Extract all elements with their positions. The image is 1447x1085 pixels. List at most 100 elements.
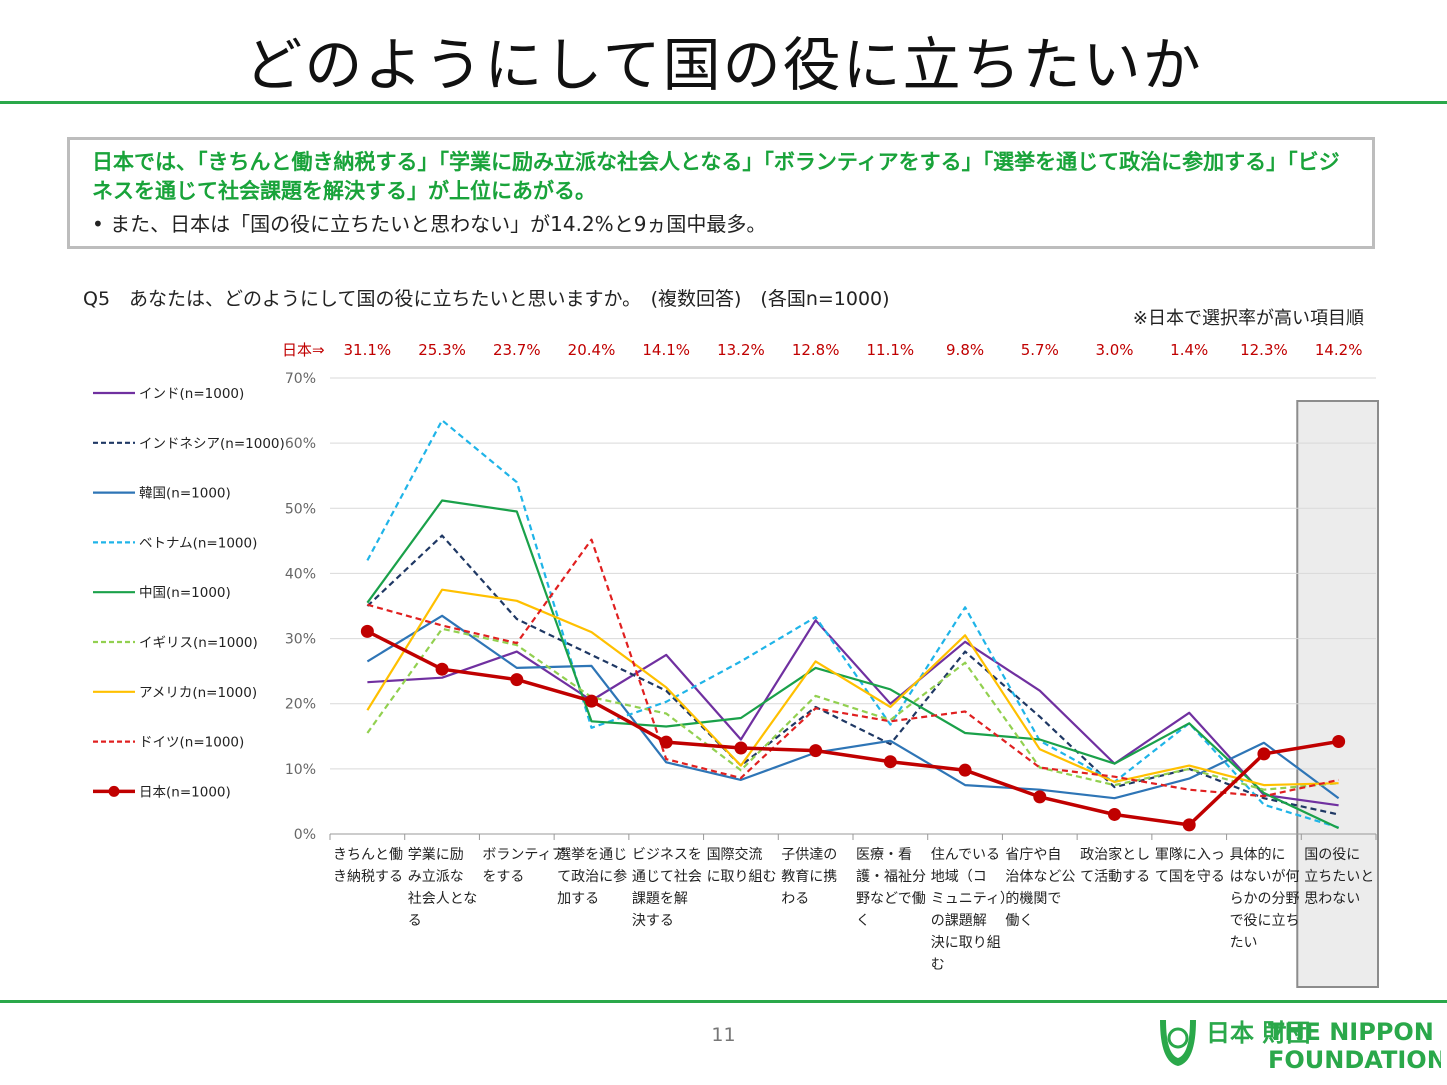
x-category-label: 働く <box>1005 913 1033 929</box>
x-category-label: 国の役に <box>1304 847 1360 863</box>
x-category-label: て活動する <box>1080 869 1150 885</box>
y-tick-label: 0% <box>294 827 316 843</box>
legend-entry: ベトナム(n=1000) <box>139 535 257 551</box>
japan-row-value: 5.7% <box>1021 341 1059 359</box>
logo-icon <box>1160 1020 1196 1066</box>
japan-row-value: 9.8% <box>946 341 984 359</box>
x-category-label: たい <box>1230 935 1258 951</box>
data-point <box>883 755 897 769</box>
x-category-label: 選挙を通じ <box>557 847 627 863</box>
question-text: Q5 あなたは、どのようにして国の役に立ちたいと思いますか。 (複数回答) (各… <box>83 288 890 310</box>
x-category-label: 野などで働 <box>856 891 926 907</box>
y-tick-label: 60% <box>285 436 316 452</box>
x-category-label: ミュニティ） <box>931 891 1014 907</box>
series-line <box>366 499 1340 830</box>
x-category-label: 的機関で <box>1005 891 1061 907</box>
line-chart: 0% 10% 20% 30% 40% 50% 60% 70% きちんと働き納税する学業に励み立派… <box>93 341 1380 988</box>
data-point <box>1182 818 1196 832</box>
x-category-label: の課題解 <box>931 913 987 929</box>
x-category-label: で役に立ち <box>1230 913 1300 929</box>
x-category-label: はないが何 <box>1230 869 1300 885</box>
data-point <box>734 741 748 755</box>
y-tick-label: 40% <box>285 566 316 582</box>
x-category-label: 課題を解 <box>632 891 688 907</box>
legend-entry: アメリカ(n=1000) <box>139 685 257 701</box>
summary-highlight: 日本では、「きちんと働き納税する」「学業に励み立派な社会人となる」「ボランティア… <box>92 150 1340 203</box>
japan-row-value: 12.3% <box>1240 341 1288 359</box>
japan-row-value: 11.1% <box>867 341 915 359</box>
logo-en-line1: THE NIPPON <box>1268 1018 1434 1046</box>
x-category-label: く <box>856 913 870 929</box>
page-title: どのようにして国の役に立ちたいか <box>244 31 1203 99</box>
x-category-label: 思わない <box>1304 891 1360 907</box>
legend-entry: インド(n=1000) <box>139 386 244 402</box>
y-tick-label: 50% <box>285 501 316 517</box>
legend-marker <box>108 785 120 797</box>
japan-row-value: 31.1% <box>344 341 392 359</box>
x-category-label: 住んでいる <box>931 847 1000 863</box>
legend-entry: 中国(n=1000) <box>139 585 231 601</box>
x-category-label: 子供達の <box>781 847 837 863</box>
japan-row-value: 14.2% <box>1315 341 1363 359</box>
x-category-label: 加する <box>557 891 599 907</box>
x-category-label: 学業に励 <box>408 847 464 863</box>
x-category-label: て政治に参 <box>557 868 627 885</box>
x-category-label: きちんと働 <box>333 847 403 863</box>
x-category-label: 軍隊に入っ <box>1155 847 1225 863</box>
japan-row-value: 25.3% <box>418 341 466 359</box>
x-category-label: む <box>931 957 945 973</box>
legend-entry: 日本(n=1000) <box>139 784 231 800</box>
data-point <box>1108 807 1121 821</box>
x-category-label: 治体など公 <box>1005 869 1075 885</box>
data-point <box>1332 734 1346 748</box>
page-number: 11 <box>711 1024 736 1046</box>
x-category-label: ボランティア <box>482 847 565 863</box>
series-line <box>366 614 1340 800</box>
x-category-label: 決する <box>632 913 674 929</box>
data-point <box>659 735 673 749</box>
footer-divider <box>0 1000 1447 1003</box>
data-point <box>958 763 972 777</box>
legend-entry: 韓国(n=1000) <box>139 486 231 502</box>
x-category-label: 医療・看 <box>856 846 912 863</box>
series-line <box>366 627 1339 791</box>
title-divider <box>0 101 1447 104</box>
x-category-label: み立派な <box>408 869 464 885</box>
x-category-label: 政治家とし <box>1080 846 1150 863</box>
x-category-label: 省庁や自 <box>1005 847 1061 863</box>
data-point <box>360 624 374 638</box>
highlight-box <box>1296 400 1380 988</box>
legend-entry: イギリス(n=1000) <box>139 635 258 651</box>
nippon-foundation-logo: 日本 財団 THE NIPPON FOUNDATION <box>1160 1018 1441 1074</box>
x-category-label: 国際交流 <box>707 846 763 863</box>
logo-jp-text: 日本 財団 <box>1206 1019 1310 1047</box>
series-line <box>366 629 1339 827</box>
y-tick-label: 30% <box>285 632 316 648</box>
data-point <box>435 662 449 676</box>
japan-row-value: 23.7% <box>493 341 541 359</box>
x-category-label: 護・福祉分 <box>856 869 926 885</box>
data-point <box>510 673 524 687</box>
japan-row-value: 3.0% <box>1095 341 1133 359</box>
x-category-label: らかの分野 <box>1230 891 1300 907</box>
x-category-label: ビジネスを <box>632 847 702 863</box>
series-line <box>366 419 1339 829</box>
x-category-label: き納税する <box>333 869 403 885</box>
series-line <box>366 588 1339 787</box>
sort-note: ※日本で選択率が高い項目順 <box>1132 308 1364 329</box>
x-category-label: 決に取り組 <box>931 935 1001 951</box>
series-line <box>367 538 1339 798</box>
legend-entry: ドイツ(n=1000) <box>139 735 244 751</box>
x-category-label: 立ちたいと <box>1304 869 1374 885</box>
x-category-label: 社会人とな <box>408 891 478 907</box>
x-category-label: 具体的に <box>1230 847 1286 863</box>
data-point <box>1257 747 1271 761</box>
y-tick-label: 20% <box>285 697 316 713</box>
x-category-label: 通じて社会 <box>632 869 702 885</box>
series-line <box>367 619 1339 807</box>
x-category-label: 教育に携 <box>781 869 837 885</box>
logo-en-line2: FOUNDATION <box>1268 1046 1441 1074</box>
x-category-label: て国を守る <box>1155 869 1225 885</box>
x-category-label: をする <box>482 869 524 885</box>
data-point <box>585 694 598 708</box>
